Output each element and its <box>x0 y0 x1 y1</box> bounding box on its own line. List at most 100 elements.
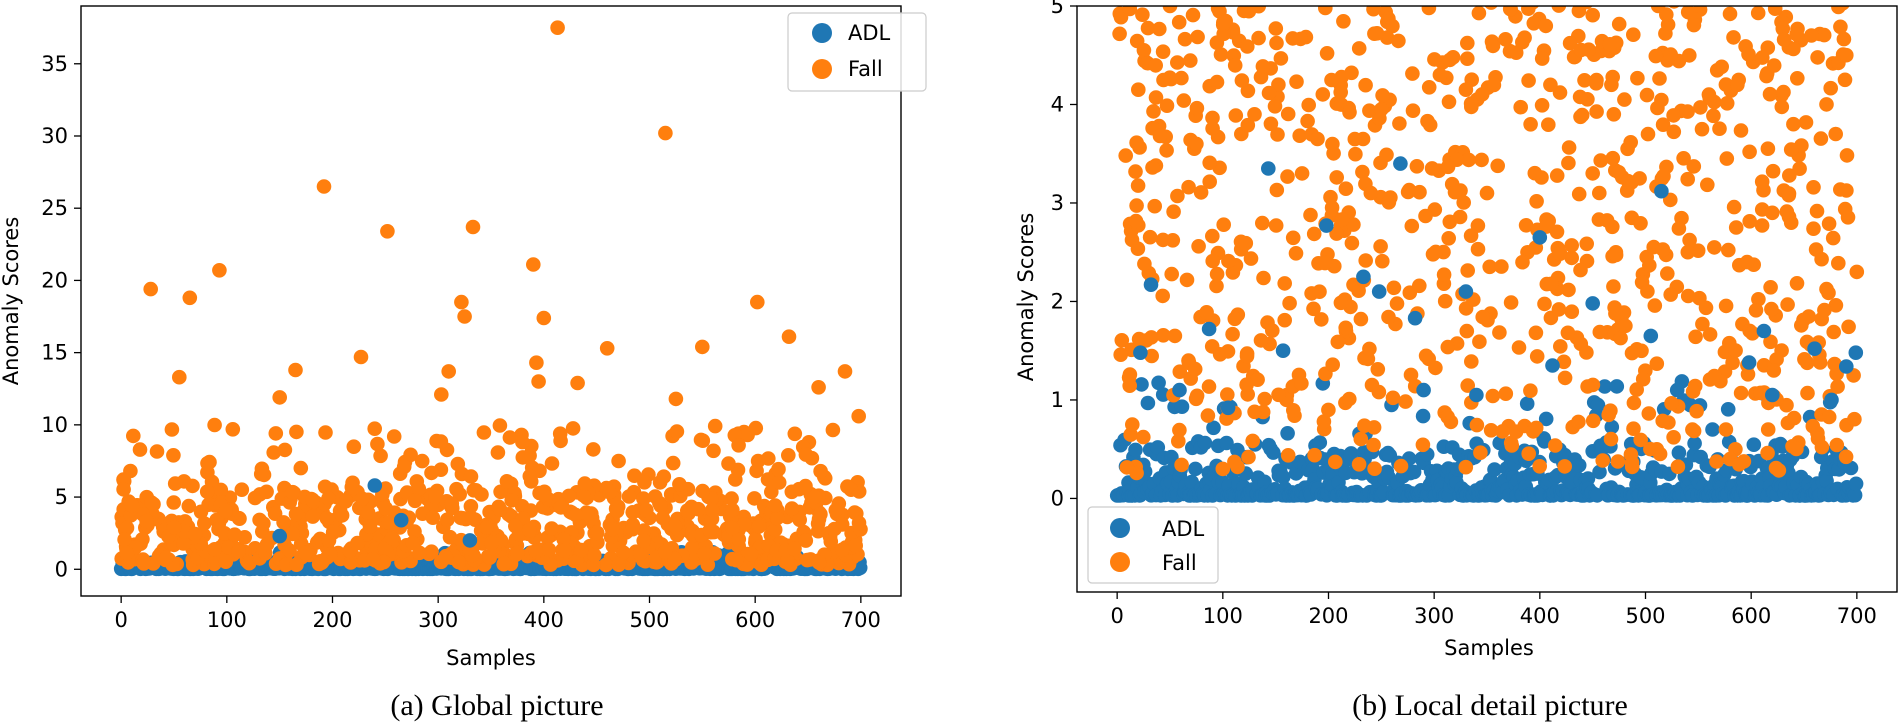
fall-point <box>1603 431 1619 447</box>
fall-point <box>1650 6 1666 14</box>
fall-point <box>1321 402 1336 418</box>
adl-point <box>1571 458 1587 473</box>
fall-point <box>1709 454 1724 469</box>
fall-point <box>1122 378 1137 394</box>
y-tick-label: 5 <box>55 485 68 509</box>
fall-point <box>1122 6 1138 17</box>
fall-point <box>1557 459 1572 474</box>
fall-point <box>166 495 181 510</box>
fall-point <box>657 544 673 560</box>
fall-point <box>552 426 568 442</box>
fall-point <box>187 526 203 542</box>
fall-point <box>373 448 388 464</box>
fall-point <box>1318 6 1333 16</box>
fall-point <box>632 546 648 561</box>
fall-point <box>386 429 402 444</box>
fall-point <box>411 481 427 497</box>
fall-point <box>787 426 803 442</box>
fall-point <box>231 544 246 559</box>
fall-point <box>490 445 506 460</box>
fall-point <box>1789 27 1804 42</box>
fall-point <box>1816 27 1832 43</box>
fall-point <box>1592 324 1608 340</box>
fall-point <box>1833 19 1848 35</box>
adl-point <box>1597 379 1612 394</box>
fall-point <box>1325 357 1340 373</box>
fall-point <box>1421 80 1437 95</box>
fall-point <box>1751 292 1766 307</box>
fall-point <box>1240 39 1255 54</box>
fall-point <box>1336 13 1351 29</box>
fall-point <box>1147 198 1162 214</box>
fall-point <box>1346 217 1361 232</box>
fall-point <box>707 418 723 434</box>
fall-point <box>1271 77 1286 92</box>
fall-point <box>1571 414 1586 430</box>
adl-point <box>1188 461 1203 477</box>
fall-point <box>305 509 321 524</box>
fall-point <box>1367 461 1382 477</box>
fall-point <box>1774 99 1790 115</box>
fall-point <box>700 557 716 572</box>
fall-point <box>1338 320 1353 336</box>
fall-point <box>1655 117 1671 132</box>
fall-point <box>1136 43 1152 58</box>
fall-point <box>1498 386 1514 402</box>
legend-marker-adl <box>812 23 832 43</box>
fall-point <box>1551 302 1567 317</box>
fall-point <box>1362 103 1377 118</box>
fall-point <box>1849 264 1865 280</box>
fall-point <box>1649 356 1665 372</box>
fall-point <box>1813 131 1829 146</box>
fall-point <box>1253 333 1269 348</box>
fall-point <box>1152 128 1168 144</box>
fall-point <box>1148 58 1163 73</box>
fall-point <box>1725 355 1740 371</box>
fall-point <box>1205 121 1220 136</box>
fall-point <box>1473 445 1488 461</box>
fall-point <box>282 543 297 558</box>
fall-point <box>515 434 530 450</box>
fall-point <box>1338 181 1354 196</box>
fall-point <box>1783 215 1799 230</box>
fall-point <box>1159 98 1175 113</box>
x-tick-label: 400 <box>524 608 564 632</box>
chart-local-detail-picture: 0 100 200 300 400 500 600 700 0 1 2 3 4 5 Samples An… <box>1014 0 1898 722</box>
y-tick-label: 15 <box>41 341 68 365</box>
fall-point <box>761 451 776 466</box>
fall-point <box>285 484 301 500</box>
fall-point <box>1640 284 1655 299</box>
fall-point <box>536 487 551 503</box>
adl-point <box>1312 435 1328 450</box>
fall-point <box>193 504 209 520</box>
fall-point <box>1648 48 1664 64</box>
fall-point <box>1162 70 1178 85</box>
fall-point <box>1268 218 1284 233</box>
fall-point <box>1579 345 1594 360</box>
y-tick-label: 30 <box>41 124 68 148</box>
adl-point <box>1756 323 1772 339</box>
fall-point <box>1172 364 1188 380</box>
fall-point <box>1765 205 1780 221</box>
fall-point <box>639 502 654 518</box>
fall-point <box>1603 403 1618 419</box>
fall-point <box>1830 379 1845 394</box>
adl-point <box>1261 161 1276 176</box>
fall-point <box>1170 55 1185 70</box>
fall-point <box>442 529 458 545</box>
fall-point <box>544 456 560 471</box>
fall-point <box>1471 6 1487 21</box>
adl-point <box>1532 230 1548 245</box>
fall-point <box>1494 259 1509 274</box>
x-tick-label: 500 <box>1625 604 1665 628</box>
fall-point <box>1521 73 1536 88</box>
fall-point <box>1680 288 1696 304</box>
fall-point <box>851 515 867 531</box>
fall-point <box>1652 71 1667 86</box>
fall-point <box>293 460 309 476</box>
fall-point <box>1760 422 1776 437</box>
fall-point <box>729 552 744 568</box>
fall-point <box>1357 418 1372 434</box>
fall-point <box>1789 276 1805 291</box>
fall-point <box>1647 298 1663 313</box>
